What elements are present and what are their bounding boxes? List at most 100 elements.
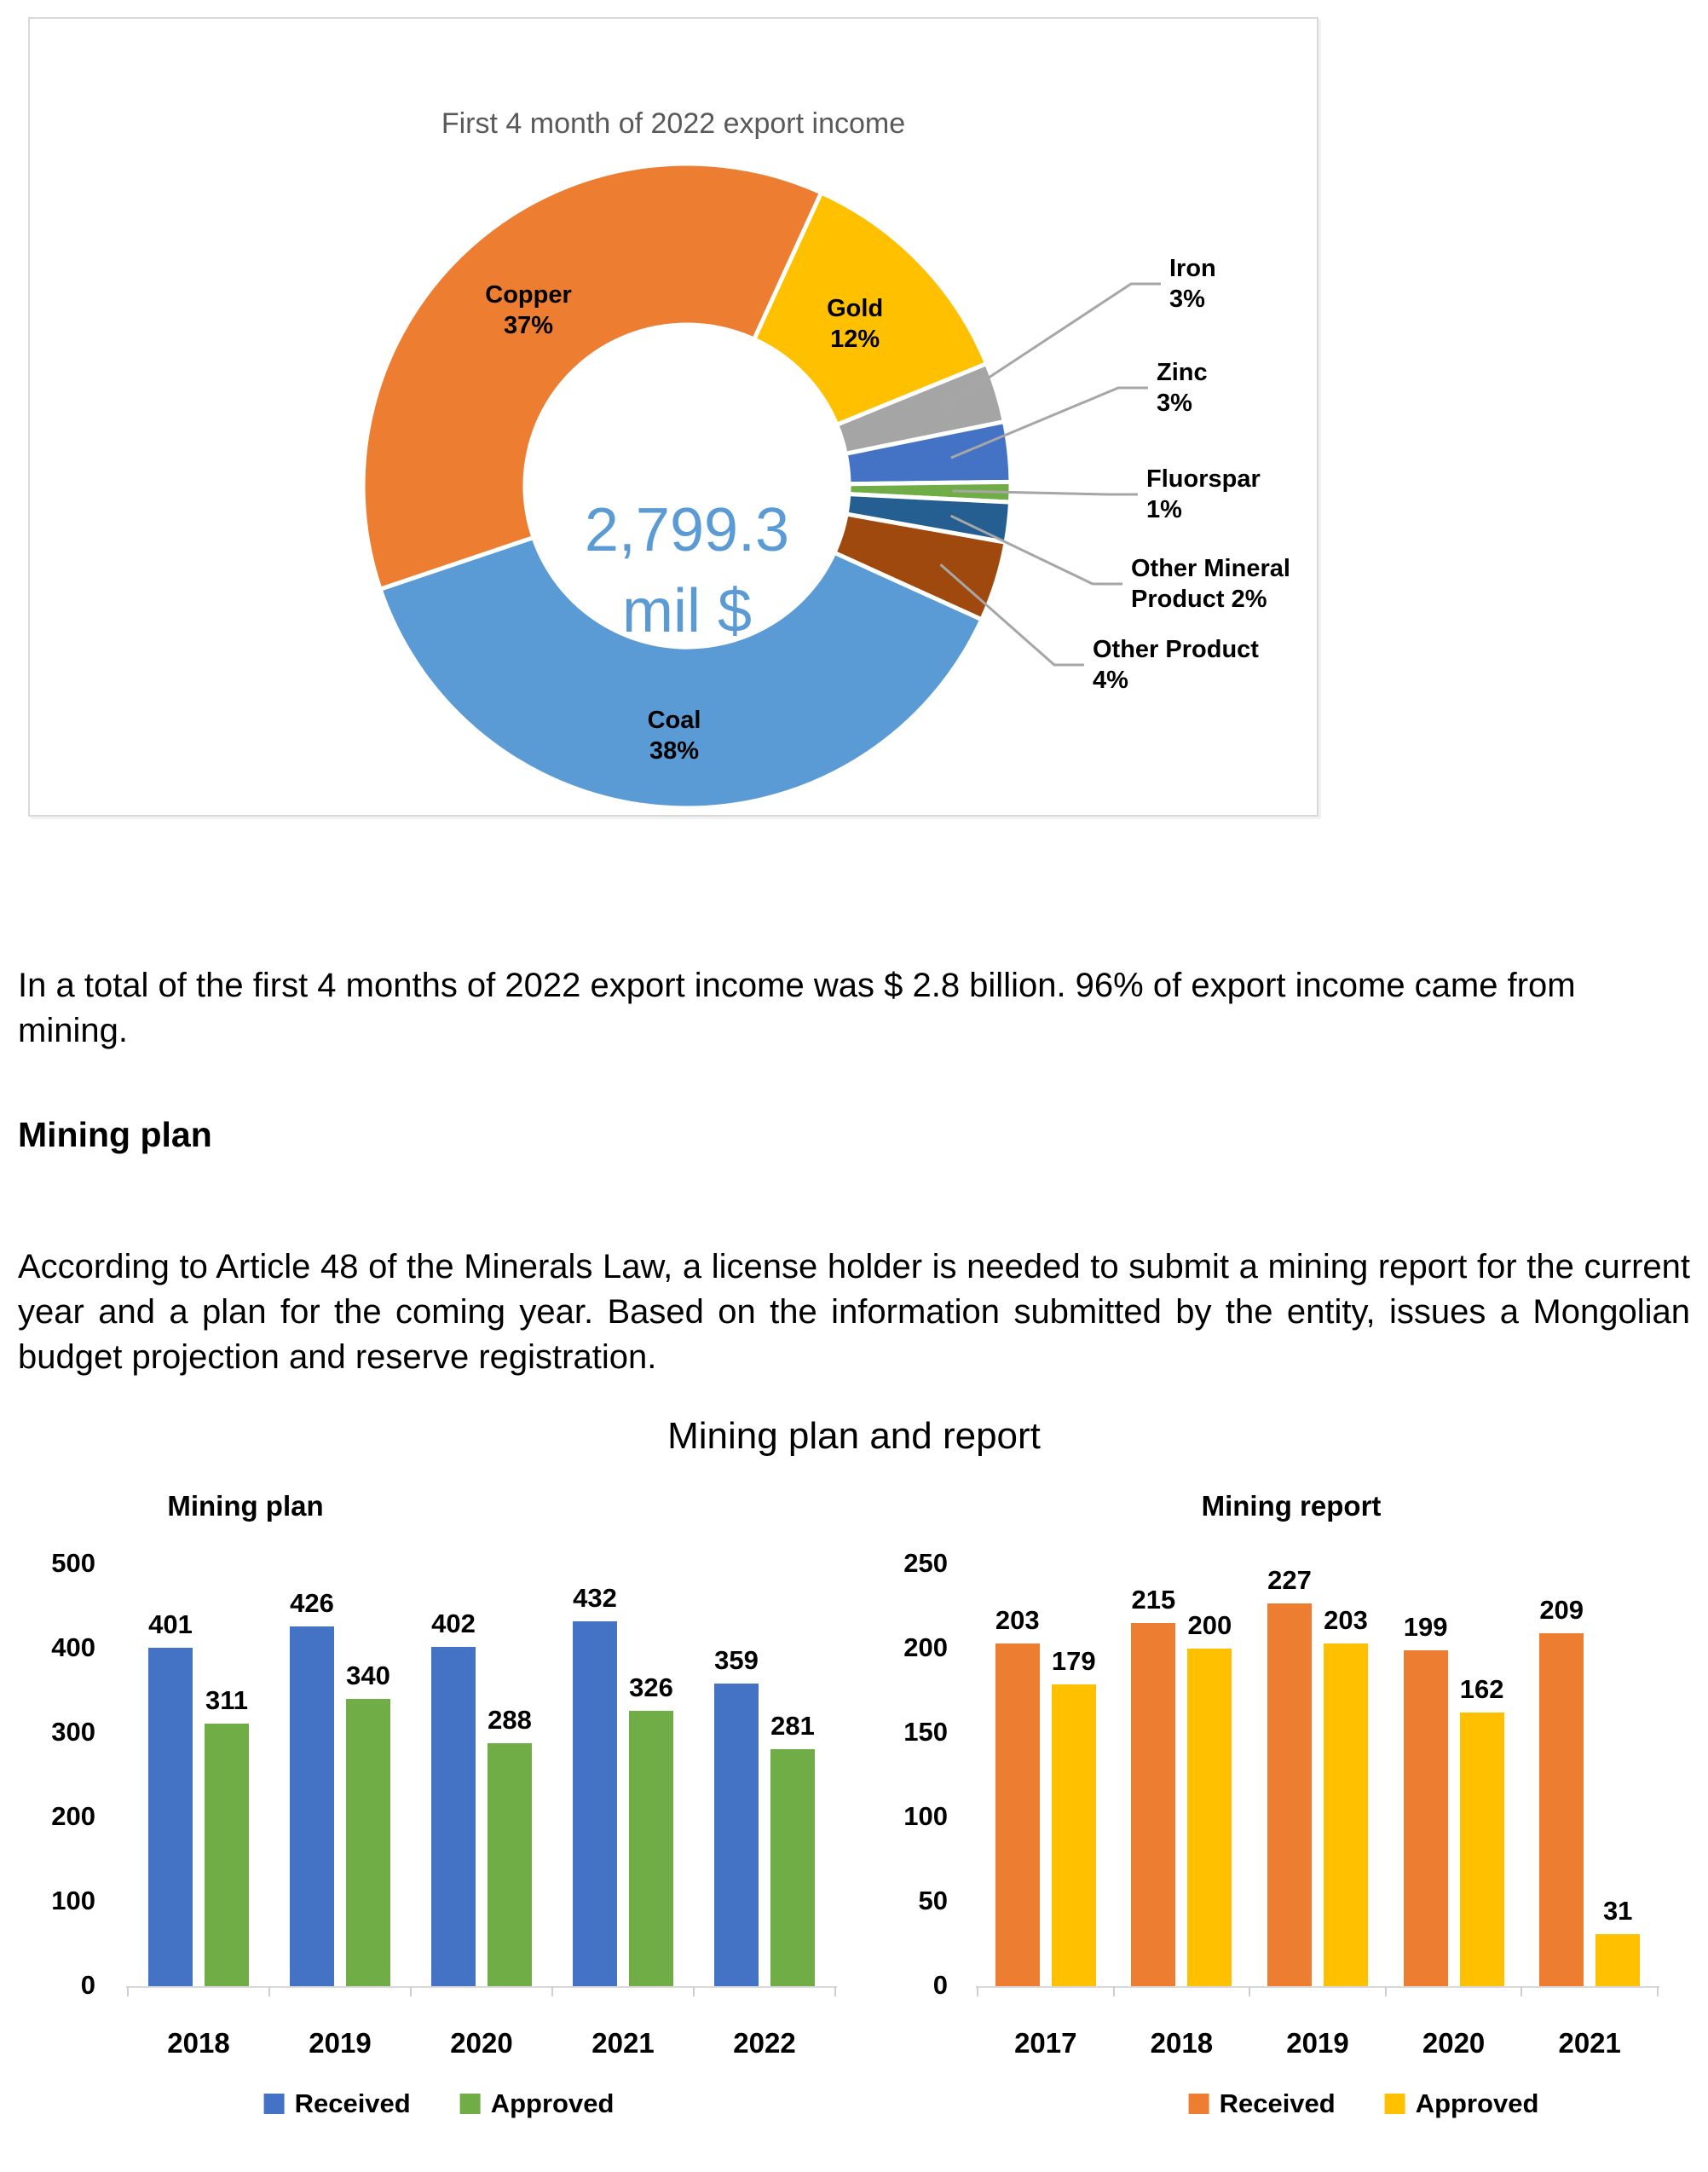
bar-value-label-approved-2019: 340 <box>346 1661 390 1691</box>
y-axis-label: 200 <box>903 1632 948 1662</box>
bar-received-2020 <box>1403 1649 1448 1986</box>
y-axis-label: 100 <box>903 1801 948 1831</box>
axis-tick <box>1384 1986 1387 1996</box>
bar-received-2018 <box>148 1648 193 1986</box>
donut-center-value: 2,799.3 <box>584 496 790 564</box>
bar-received-2019 <box>1267 1603 1312 1986</box>
legend-item-approved: Approved <box>459 2088 615 2119</box>
axis-tick <box>693 1986 695 1996</box>
x-axis-label-2019: 2019 <box>1286 2027 1349 2059</box>
slice-label-iron: Iron 3% <box>1169 255 1216 313</box>
leader-line-fluorspar <box>952 489 1138 496</box>
leader-line-iron <box>940 282 1161 411</box>
y-axis-label: 250 <box>903 1548 948 1578</box>
legend-label-received: Received <box>294 2088 411 2118</box>
bar-approved-2021 <box>1595 1933 1641 1986</box>
bar-received-2019 <box>290 1626 334 1986</box>
donut-slice-coal <box>378 535 984 811</box>
leader-line-other-product <box>939 563 1084 667</box>
bar-received-2021 <box>1539 1633 1584 1986</box>
donut-center-unit: mil $ <box>621 577 752 645</box>
x-axis-label-2018: 2018 <box>167 2027 230 2059</box>
legend-item-received: Received <box>1188 2088 1336 2119</box>
axis-tick <box>1520 1986 1523 1996</box>
axis-tick <box>551 1986 553 1996</box>
legend-label-approved: Approved <box>1415 2088 1539 2118</box>
legend-item-received: Received <box>263 2088 411 2119</box>
legend-label-received: Received <box>1219 2088 1336 2118</box>
legend-swatch-approved <box>1384 2094 1405 2114</box>
bar-value-label-received-2020: 402 <box>431 1609 476 1639</box>
axis-tick <box>1112 1986 1115 1996</box>
axis-tick <box>127 1986 129 1996</box>
bar-value-label-approved-2020: 288 <box>488 1704 532 1735</box>
y-axis-label: 0 <box>932 1970 948 2000</box>
y-axis-label: 150 <box>903 1717 948 1747</box>
bar-value-label-received-2019: 227 <box>1267 1564 1312 1595</box>
mining-report-chart-title: Mining report <box>1201 1490 1382 1522</box>
bar-value-label-received-2019: 426 <box>290 1588 334 1619</box>
mining-plan-chart-title: Mining plan <box>167 1490 324 1522</box>
paragraph-export-summary: In a total of the first 4 months of 2022… <box>18 967 1576 1049</box>
bar-value-label-approved-2019: 203 <box>1324 1605 1368 1636</box>
bar-value-label-received-2018: 215 <box>1131 1585 1176 1615</box>
y-axis-label: 500 <box>51 1548 95 1578</box>
bar-approved-2020 <box>1459 1713 1504 1986</box>
bar-value-label-approved-2021: 326 <box>629 1672 673 1703</box>
axis-tick <box>1249 1986 1251 1996</box>
bar-received-2021 <box>573 1621 617 1986</box>
bar-received-2017 <box>995 1643 1040 1986</box>
bar-value-label-received-2018: 401 <box>148 1609 193 1639</box>
bar-approved-2019 <box>1324 1643 1368 1986</box>
bar-value-label-received-2017: 203 <box>995 1605 1040 1636</box>
bar-received-2020 <box>431 1647 476 1986</box>
donut-chart-title: First 4 month of 2022 export income <box>441 107 906 140</box>
bar-value-label-approved-2018: 311 <box>205 1685 248 1716</box>
x-axis-label-2018: 2018 <box>1150 2027 1214 2059</box>
bar-approved-2018 <box>1187 1649 1232 1986</box>
x-axis-label-2019: 2019 <box>309 2027 372 2059</box>
axis-tick <box>268 1986 270 1996</box>
bar-approved-2017 <box>1051 1684 1096 1986</box>
slice-label-copper: Copper 37% <box>485 281 572 340</box>
bar-received-2022 <box>714 1683 759 1986</box>
legend: Received Approved <box>1188 2088 1539 2119</box>
leader-line-zinc <box>950 386 1148 459</box>
heading-mining-plan: Mining plan <box>18 1115 212 1154</box>
legend-item-approved: Approved <box>1384 2088 1539 2119</box>
slice-label-coal: Coal 38% <box>647 707 701 765</box>
bar-approved-2018 <box>205 1724 249 1986</box>
bar-approved-2019 <box>346 1699 390 1986</box>
x-axis-label-2021: 2021 <box>591 2027 655 2059</box>
x-axis-label-2017: 2017 <box>1014 2027 1077 2059</box>
bar-approved-2021 <box>629 1711 673 1986</box>
slice-label-other-mineral-product: Other Mineral Product 2% <box>1131 555 1290 613</box>
export-income-donut-chart: First 4 month of 2022 export income 2,79… <box>28 17 1319 817</box>
slice-label-other-product: Other Product 4% <box>1093 636 1259 694</box>
bar-value-label-received-2021: 209 <box>1539 1595 1584 1626</box>
bar-received-2018 <box>1131 1623 1176 1986</box>
bar-approved-2022 <box>770 1748 815 1986</box>
y-axis-label: 50 <box>918 1886 948 1915</box>
x-axis-label-2020: 2020 <box>1422 2027 1486 2059</box>
bar-value-label-approved-2022: 281 <box>770 1710 815 1741</box>
legend-label-approved: Approved <box>490 2088 615 2118</box>
bar-value-label-approved-2018: 200 <box>1187 1610 1232 1640</box>
slice-label-zinc: Zinc 3% <box>1157 359 1208 417</box>
bar-approved-2020 <box>488 1742 532 1986</box>
bar-value-label-approved-2017: 179 <box>1051 1645 1096 1676</box>
section-title-mining-plan-and-report: Mining plan and report <box>667 1415 1041 1457</box>
x-axis-label-2020: 2020 <box>450 2027 513 2059</box>
bar-value-label-received-2022: 359 <box>714 1644 759 1675</box>
leader-line-other-mineral-product <box>949 514 1122 586</box>
x-axis-line <box>976 1986 1659 1988</box>
donut-center-label: 2,799.3 mil $ <box>431 490 943 652</box>
paragraph-minerals-law: According to Article 48 of the Minerals … <box>18 1248 1690 1376</box>
y-axis-label: 200 <box>51 1801 95 1831</box>
bar-value-label-approved-2020: 162 <box>1459 1674 1504 1705</box>
y-axis-label: 0 <box>80 1970 95 2000</box>
legend-swatch-received <box>263 2094 285 2114</box>
legend: Received Approved <box>263 2088 615 2119</box>
bar-value-label-received-2021: 432 <box>573 1583 617 1614</box>
